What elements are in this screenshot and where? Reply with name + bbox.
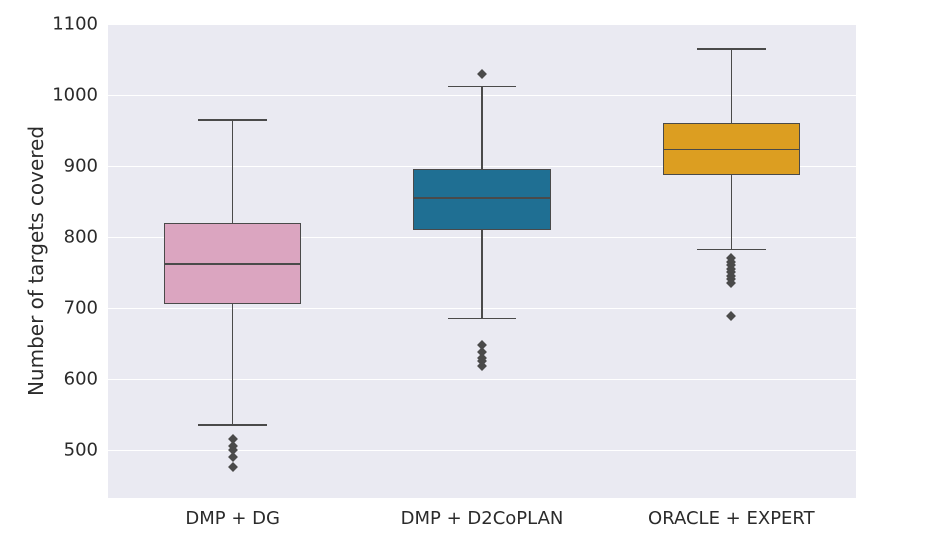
- gridline-h: [108, 450, 856, 451]
- xtick-label: ORACLE + EXPERT: [648, 498, 815, 529]
- cap-upper: [697, 48, 766, 50]
- ytick-label: 900: [64, 155, 108, 176]
- flier: [477, 69, 487, 79]
- flier: [477, 340, 487, 350]
- xtick-label: DMP + D2CoPLAN: [401, 498, 564, 529]
- ytick-label: 500: [64, 439, 108, 460]
- cap-lower: [448, 318, 517, 320]
- whisker-upper: [481, 86, 483, 169]
- whisker-upper: [232, 120, 234, 223]
- ytick-label: 1000: [52, 84, 108, 105]
- y-axis-label: Number of targets covered: [24, 126, 48, 396]
- box: [413, 169, 550, 229]
- whisker-lower: [232, 304, 234, 425]
- cap-upper: [198, 119, 267, 121]
- gridline-h: [108, 24, 856, 25]
- flier: [228, 462, 238, 472]
- flier: [228, 434, 238, 444]
- median-line: [663, 149, 800, 151]
- gridline-h: [108, 379, 856, 380]
- figure: 500 600 700 800 900 1000 1100 DMP + DG DMP + D2C…: [0, 0, 933, 559]
- median-line: [164, 263, 301, 265]
- cap-lower: [198, 424, 267, 426]
- whisker-lower: [731, 175, 733, 250]
- ytick-label: 800: [64, 226, 108, 247]
- whisker-lower: [481, 230, 483, 319]
- cap-upper: [448, 86, 517, 88]
- flier: [726, 311, 736, 321]
- ytick-label: 1100: [52, 14, 108, 35]
- xtick-label: DMP + DG: [185, 498, 280, 529]
- ytick-label: 700: [64, 297, 108, 318]
- median-line: [413, 197, 550, 199]
- ytick-label: 600: [64, 368, 108, 389]
- cap-lower: [697, 249, 766, 251]
- whisker-upper: [731, 49, 733, 124]
- plot-area: 50060070080090010001100DMP + DGDMP + D2C…: [108, 24, 856, 498]
